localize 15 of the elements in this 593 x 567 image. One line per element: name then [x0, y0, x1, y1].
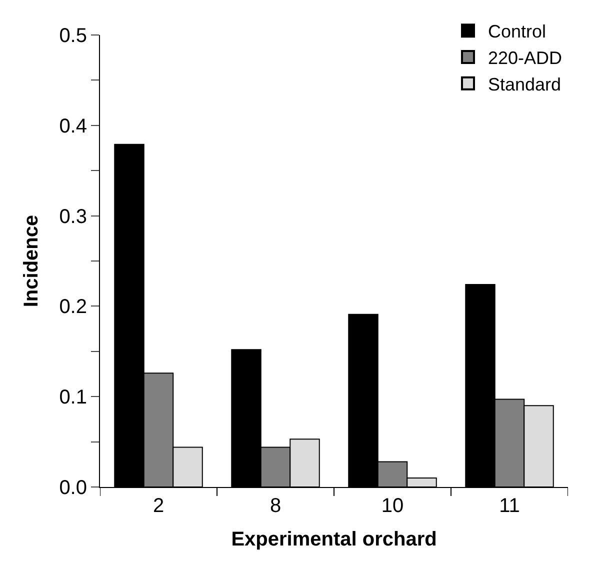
- y-tick-label: 0.5: [59, 25, 87, 47]
- x-tick-label: 11: [499, 495, 520, 517]
- legend-label: Standard: [488, 74, 562, 94]
- y-axis-title: Incidence: [20, 214, 43, 308]
- x-tick-label: 2: [152, 495, 164, 517]
- y-tick-label: 0.1: [59, 386, 87, 409]
- y-tick-label: 0.3: [59, 206, 87, 228]
- y-tick-label: 0.2: [59, 296, 87, 318]
- x-axis-title: Experimental orchard: [231, 528, 437, 550]
- y-tick-label: 0.4: [59, 115, 87, 138]
- x-tick-label: 8: [270, 495, 282, 517]
- legend-label: Control: [488, 22, 546, 42]
- y-tick-label: 0.0: [59, 477, 87, 499]
- x-tick-label: 10: [381, 495, 404, 517]
- legend-label: 220-ADD: [488, 48, 562, 68]
